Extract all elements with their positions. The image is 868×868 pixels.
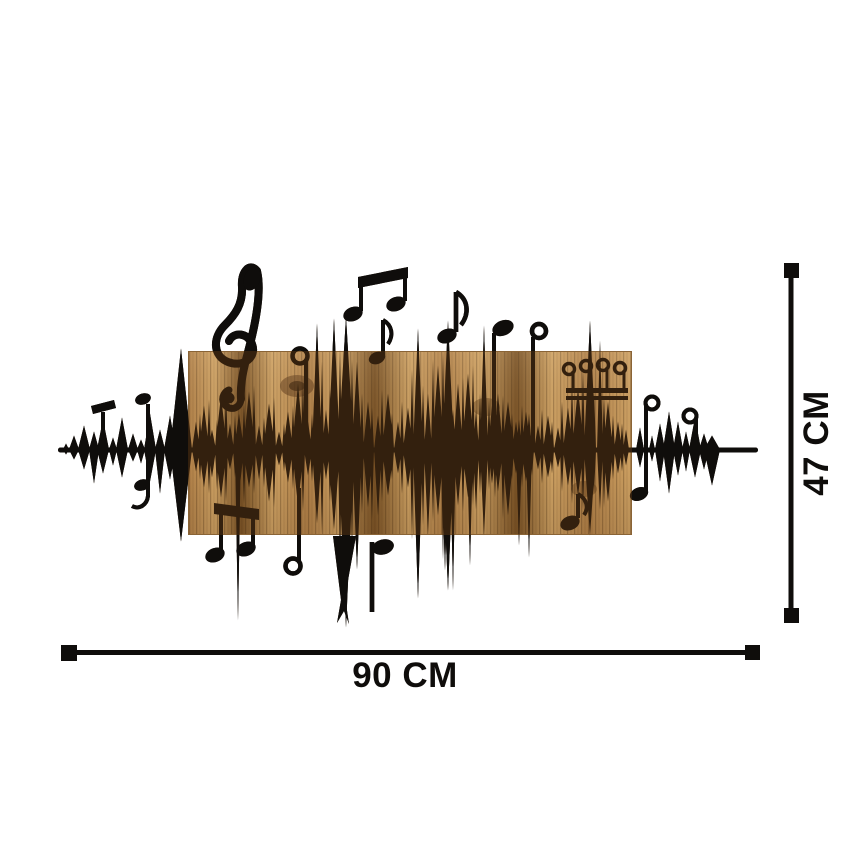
dimension-endpoint: [784, 263, 799, 278]
eighth-note-icon: [560, 492, 589, 531]
dimension-height: 47 CM: [784, 263, 836, 623]
dimension-line-vertical: [788, 276, 794, 610]
width-label: 90 CM: [352, 656, 458, 695]
height-label: 47 CM: [797, 390, 836, 496]
dimension-endpoint: [745, 645, 760, 660]
dimension-width: 90 CM: [61, 645, 760, 695]
dimension-endpoint: [784, 608, 799, 623]
dimension-line-horizontal: [77, 650, 746, 655]
sixteenth-note-group-icon: [561, 357, 628, 400]
dimension-endpoint: [61, 645, 77, 661]
